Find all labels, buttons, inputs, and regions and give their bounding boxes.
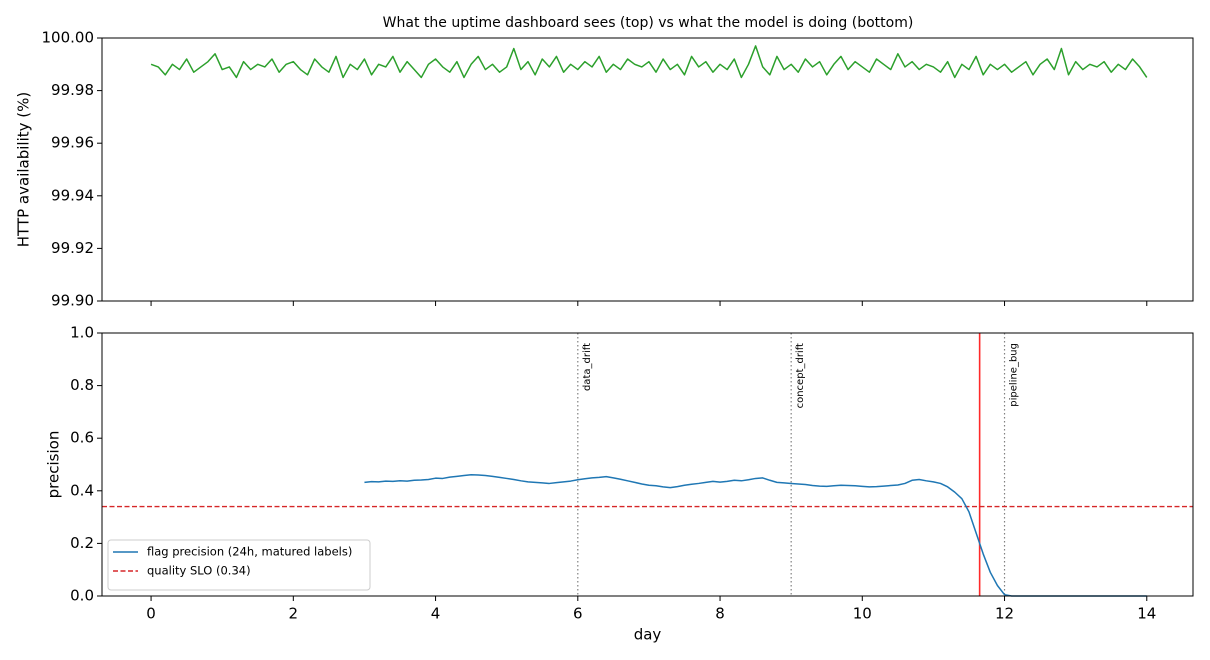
y-tick-label: 0.8 bbox=[70, 376, 94, 394]
y-axis-label: HTTP availability (%) bbox=[15, 92, 33, 247]
y-tick-label: 99.98 bbox=[51, 81, 94, 99]
chart-title: What the uptime dashboard sees (top) vs … bbox=[383, 15, 914, 31]
y-tick-label: 0.6 bbox=[70, 429, 94, 447]
x-tick-label: 14 bbox=[1137, 605, 1156, 623]
x-tick-label: 6 bbox=[573, 605, 583, 623]
x-tick-label: 0 bbox=[146, 605, 156, 623]
x-axis-label: day bbox=[634, 626, 662, 644]
legend: flag precision (24h, matured labels) qual… bbox=[107, 539, 371, 591]
y-tick-label: 100.00 bbox=[42, 29, 95, 47]
x-tick-label: 10 bbox=[853, 605, 872, 623]
x-tick-label: 2 bbox=[289, 605, 299, 623]
y-tick-label: 0.4 bbox=[70, 481, 94, 499]
x-tick-label: 12 bbox=[995, 605, 1014, 623]
y-tick-label: 99.94 bbox=[51, 186, 94, 204]
marker-label: data_drift bbox=[582, 343, 593, 391]
y-axis-label: precision bbox=[45, 431, 63, 499]
y-tick-label: 1.0 bbox=[70, 324, 94, 342]
series-line bbox=[364, 474, 1147, 597]
axes-frame bbox=[101, 37, 1194, 302]
y-tick-label: 0.2 bbox=[70, 534, 94, 552]
x-tick-label: 4 bbox=[431, 605, 441, 623]
axes-frame bbox=[101, 332, 1194, 597]
x-tick-label: 8 bbox=[715, 605, 725, 623]
y-tick-label: 99.90 bbox=[51, 292, 94, 310]
legend-label: flag precision (24h, matured labels) bbox=[147, 545, 352, 559]
y-tick-label: 99.92 bbox=[51, 239, 94, 257]
legend-box bbox=[107, 539, 371, 591]
y-tick-label: 0.0 bbox=[70, 587, 94, 605]
marker-label: pipeline_bug bbox=[1009, 343, 1020, 407]
marker-label: concept_drift bbox=[795, 343, 806, 408]
legend-label: quality SLO (0.34) bbox=[147, 564, 251, 578]
y-tick-label: 99.96 bbox=[51, 134, 94, 152]
series-line bbox=[150, 45, 1148, 79]
